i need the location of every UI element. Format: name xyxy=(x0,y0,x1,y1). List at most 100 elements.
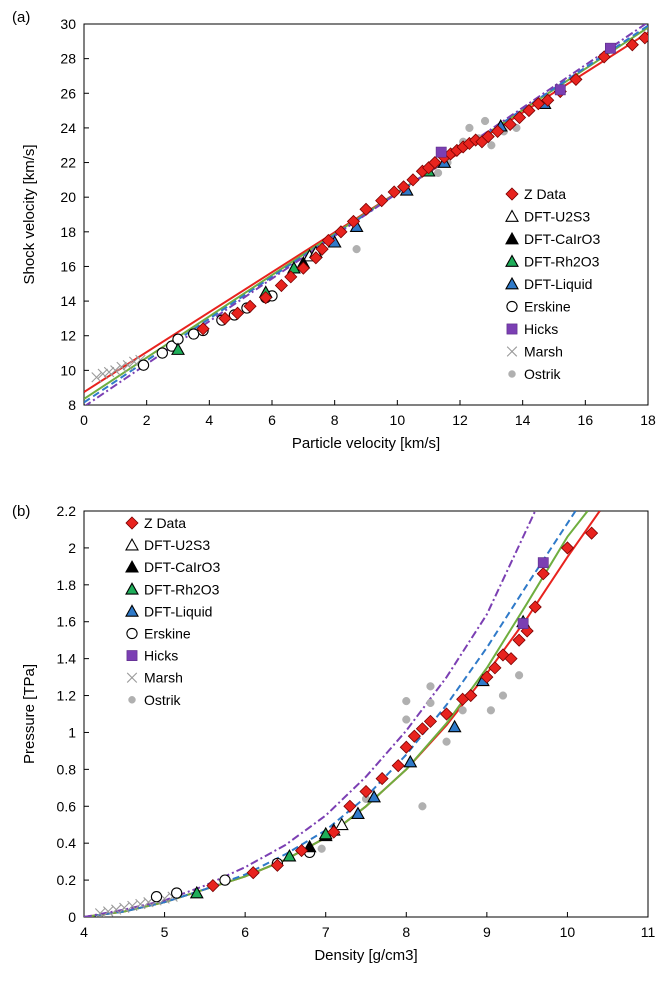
y-tick-label: 0.8 xyxy=(57,761,77,777)
legend-label: Ostrik xyxy=(144,692,182,708)
point-z-data xyxy=(491,124,505,138)
point-z-data xyxy=(512,110,527,125)
y-tick-label: 2.2 xyxy=(57,503,77,519)
point-ostrik xyxy=(433,168,443,178)
point-erskine xyxy=(156,347,168,359)
point-z-data xyxy=(407,729,421,743)
legend-label: DFT-U2S3 xyxy=(144,537,210,553)
point-ostrik xyxy=(458,706,467,715)
plot-frame xyxy=(83,23,649,406)
legend-marker xyxy=(506,346,518,357)
point-marsh xyxy=(135,898,146,910)
point-z-data xyxy=(284,270,298,284)
point-z-data xyxy=(218,311,232,325)
x-tick-label: 10 xyxy=(560,924,576,940)
point-dft-rh2o3 xyxy=(189,885,204,899)
legend-marker xyxy=(128,696,136,704)
point-z-data xyxy=(423,714,438,728)
point-z-data xyxy=(243,299,257,313)
y-tick-label: 0.4 xyxy=(57,835,77,851)
point-ostrik xyxy=(480,116,490,126)
legend-label: Hicks xyxy=(524,321,558,337)
point-z-data xyxy=(428,155,442,170)
point-ostrik xyxy=(514,671,524,680)
point-ostrik xyxy=(402,696,411,706)
point-dft-liquid xyxy=(447,719,462,733)
point-dft-rh2o3 xyxy=(286,261,301,274)
x-tick-label: 6 xyxy=(241,924,249,940)
legend-label: Erskine xyxy=(144,626,191,642)
point-z-data xyxy=(334,225,348,239)
point-z-data xyxy=(375,194,389,208)
point-dft-cairo3 xyxy=(302,839,317,853)
point-erskine xyxy=(171,887,183,899)
point-z-data xyxy=(464,688,478,703)
point-z-data xyxy=(585,526,599,540)
legend-marker xyxy=(126,627,138,640)
legend-marker xyxy=(125,582,139,595)
x-tick-label: 16 xyxy=(578,412,594,428)
point-z-data xyxy=(504,652,518,666)
point-z-data xyxy=(391,759,405,773)
point-hicks xyxy=(517,618,529,629)
point-z-data xyxy=(321,233,335,248)
y-tick-label: 0.6 xyxy=(57,798,77,814)
panel-label: (b) xyxy=(12,503,30,520)
point-z-data xyxy=(415,722,429,736)
point-marsh xyxy=(94,908,106,917)
point-z-data xyxy=(270,858,284,872)
y-tick-label: 20 xyxy=(60,189,76,205)
legend-label: Z Data xyxy=(524,186,566,202)
panel-b: (b) 4 5 6 7 8 9 10 11 0 0.2 0.4 0.6 0.8 1 1.2 1.4 1.6 1.8 2… xyxy=(12,503,655,964)
x-tick-label: 7 xyxy=(322,924,330,940)
legend-label: DFT-Liquid xyxy=(144,603,212,619)
legend-label: Marsh xyxy=(144,670,183,686)
point-z-data xyxy=(528,600,542,614)
legend-marker xyxy=(125,537,139,551)
point-erskine xyxy=(150,891,163,903)
point-marsh xyxy=(97,368,108,380)
y-tick-label: 0 xyxy=(68,909,76,925)
point-marsh xyxy=(119,902,130,913)
point-z-data xyxy=(503,117,517,132)
legend-marker xyxy=(505,231,519,245)
legend-label: Ostrik xyxy=(524,366,562,382)
legend-marker xyxy=(125,560,139,573)
point-z-data xyxy=(274,278,288,293)
point-ostrik xyxy=(426,682,435,691)
y-tick-label: 14 xyxy=(60,293,76,309)
point-z-data xyxy=(359,784,373,799)
point-ostrik xyxy=(486,706,495,715)
point-ostrik xyxy=(442,737,451,746)
legend-marker xyxy=(505,254,519,267)
point-z-data xyxy=(375,772,389,786)
y-tick-label: 1.2 xyxy=(57,688,77,704)
point-marsh xyxy=(102,906,114,917)
point-hicks xyxy=(537,557,549,569)
point-marsh xyxy=(128,356,140,367)
legend-label: DFT-Rh2O3 xyxy=(524,254,600,270)
point-z-data xyxy=(259,291,273,305)
point-z-data xyxy=(294,843,309,858)
y-tick-label: 1.6 xyxy=(57,614,77,630)
x-tick-label: 8 xyxy=(402,924,410,940)
legend-label: DFT-CaIrO3 xyxy=(524,231,600,247)
point-erskine xyxy=(188,328,200,340)
x-tick-label: 18 xyxy=(640,412,656,428)
point-ostrik xyxy=(352,245,361,254)
y-axis-label: Shock velocity [km/s] xyxy=(21,144,38,284)
point-hicks xyxy=(554,84,566,96)
x-tick-label: 4 xyxy=(205,412,213,428)
point-ostrik xyxy=(487,141,496,150)
y-tick-label: 12 xyxy=(60,328,76,344)
panel-label: (a) xyxy=(12,9,30,26)
legend-marker xyxy=(505,276,519,290)
point-z-data xyxy=(343,799,357,813)
point-z-data xyxy=(387,185,401,199)
point-z-data xyxy=(569,72,583,86)
point-z-data xyxy=(315,242,329,256)
point-z-data xyxy=(196,322,210,336)
point-marsh xyxy=(127,900,138,912)
legend-label: DFT-CaIrO3 xyxy=(144,559,220,575)
